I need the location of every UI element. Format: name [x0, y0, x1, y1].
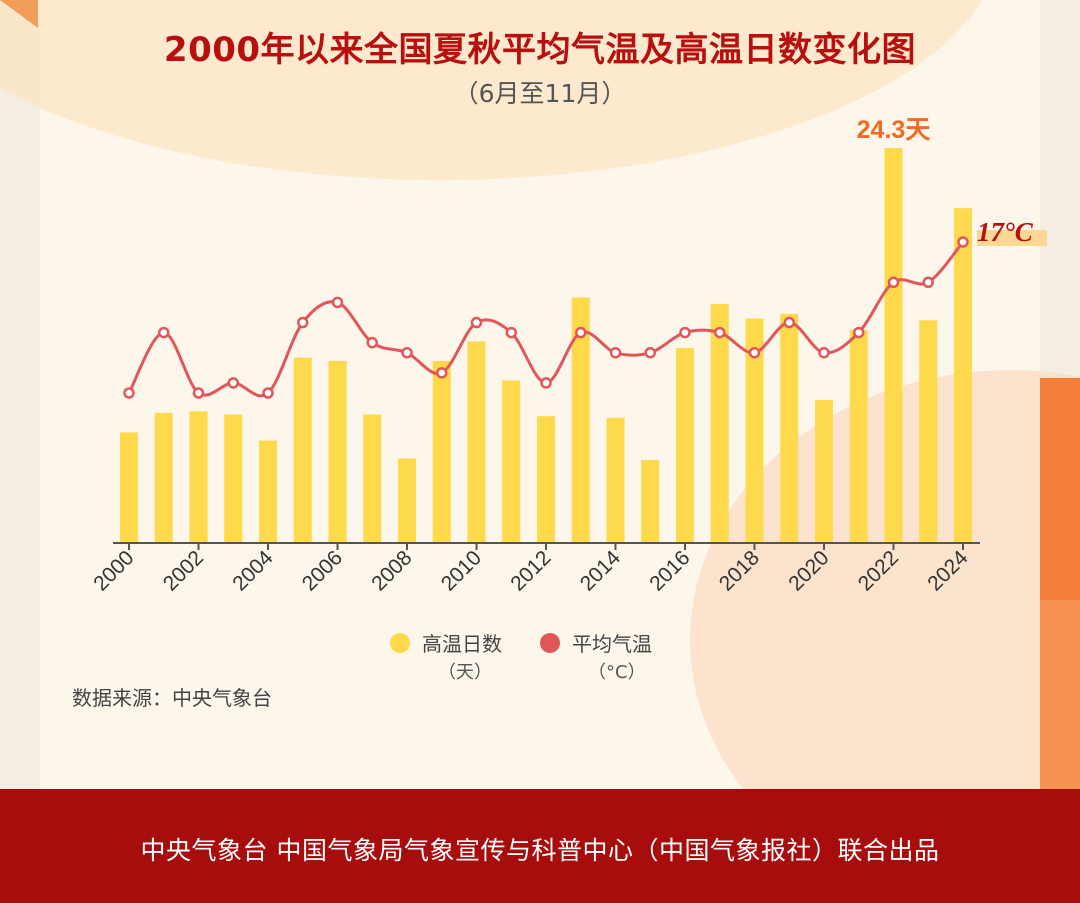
max-heat-days-annotation: 24.3天 [857, 116, 931, 144]
bar-2005 [293, 357, 312, 543]
temp-point-2001 [158, 326, 170, 339]
bar-2007 [363, 414, 382, 543]
bars-group [120, 148, 972, 543]
x-tick-label-2004: 2004 [228, 546, 278, 596]
temp-point-2013 [575, 326, 587, 339]
legend-label-heat-days: 高温日数 [422, 632, 502, 656]
x-axis-ticks [128, 543, 964, 550]
footer-banner: 中央气象台 中国气象局气象宣传与科普中心（中国气象报社）联合出品 [0, 789, 1080, 903]
temp-point-2004 [262, 387, 274, 399]
bar-2001 [154, 412, 173, 543]
legend-label-avg-temp: 平均气温 [572, 632, 652, 656]
temp-point-2022 [887, 276, 900, 289]
temp-point-2017 [714, 326, 726, 339]
x-tick-label-2022: 2022 [854, 546, 903, 595]
x-tick-label-2012: 2012 [506, 546, 555, 595]
bar-2020 [815, 399, 833, 543]
bar-2019 [780, 313, 799, 543]
temp-point-2020 [818, 346, 830, 359]
x-axis-tick-labels: 2000 2002 2004 2006 2008 2010 2012 2014 2016 2018… [89, 546, 973, 596]
x-tick-label-2002: 2002 [159, 546, 208, 595]
temp-point-2024 [957, 236, 969, 248]
temp-point-2018 [748, 346, 761, 359]
bar-2021 [849, 330, 868, 543]
x-tick-label-2006: 2006 [298, 546, 347, 595]
bar-2014 [606, 417, 625, 543]
bar-2024 [954, 208, 972, 543]
temp-point-2010 [470, 316, 483, 329]
x-tick-label-2016: 2016 [645, 546, 694, 595]
temp-point-2006 [331, 296, 344, 309]
x-tick-label-2010: 2010 [437, 546, 486, 595]
x-tick-label-2008: 2008 [367, 546, 416, 595]
avg-temperature-line [127, 241, 965, 398]
x-tick-label-2024: 2024 [923, 546, 973, 596]
x-tick-label-2020: 2020 [784, 546, 833, 595]
bar-2009 [432, 360, 451, 543]
legend-unit-celsius: （°C） [588, 662, 646, 683]
bar-2011 [502, 380, 521, 543]
bar-2004 [259, 440, 277, 543]
temp-point-2012 [540, 377, 552, 389]
x-tick-label-2000: 2000 [89, 546, 138, 595]
temp-point-2019 [783, 316, 795, 329]
bar-2008 [398, 458, 416, 543]
bar-2022 [884, 148, 903, 543]
temp-point-2008 [401, 346, 413, 359]
legend-swatch-bar [390, 633, 410, 653]
chart-title: 2000年以来全国夏秋平均气温及高温日数变化图 [163, 30, 917, 70]
temp-point-2007 [366, 336, 378, 349]
data-source: 数据来源：中央气象台 [72, 686, 272, 710]
temp-point-2021 [853, 326, 865, 339]
temp-point-2003 [227, 377, 239, 389]
temperature-annotation-highlight [977, 230, 1047, 246]
bar-2015 [641, 460, 660, 543]
temp-point-2016 [679, 326, 691, 339]
legend-unit-days: （天） [438, 662, 492, 683]
bar-2000 [120, 432, 138, 543]
bar-2013 [571, 297, 590, 543]
latest-temperature-annotation: 17°C [977, 217, 1034, 247]
temp-point-2023 [922, 276, 934, 289]
chart-subtitle: （6月至11月） [453, 79, 627, 108]
footer-credits: 中央气象台 中国气象局气象宣传与科普中心（中国气象报社）联合出品 [140, 836, 940, 865]
legend-swatch-line [540, 633, 560, 653]
bar-2012 [537, 416, 555, 543]
temp-point-2011 [505, 326, 517, 339]
x-tick-label-2018: 2018 [715, 546, 764, 595]
bar-2006 [328, 360, 347, 543]
x-tick-label-2014: 2014 [576, 546, 626, 596]
bar-2018 [745, 318, 764, 543]
temp-point-2009 [436, 367, 448, 379]
temp-point-2015 [644, 346, 656, 359]
temp-point-2005 [297, 316, 309, 329]
annotations: 24.3天 17°C [857, 116, 1047, 247]
bar-2010 [467, 341, 486, 543]
temperature-points [123, 236, 969, 399]
temp-point-2002 [192, 387, 205, 399]
temp-point-2000 [123, 387, 135, 399]
bar-2016 [676, 347, 694, 543]
bar-2023 [919, 320, 938, 543]
bar-2003 [224, 414, 243, 543]
temp-point-2014 [609, 346, 622, 359]
bar-2002 [189, 411, 208, 543]
bar-2017 [710, 304, 729, 543]
